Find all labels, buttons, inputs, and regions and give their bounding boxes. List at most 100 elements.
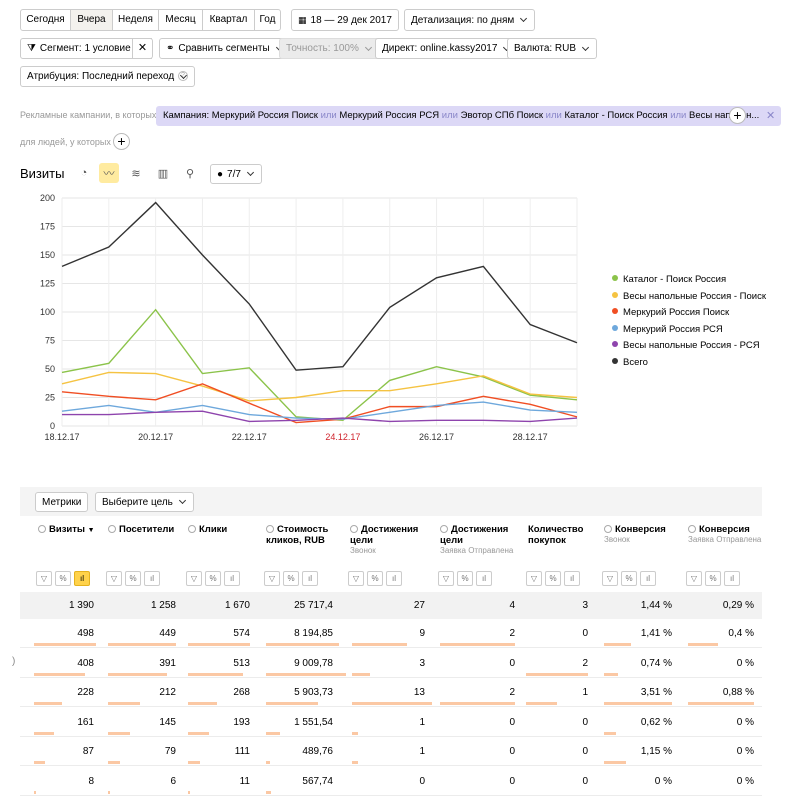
- help-icon[interactable]: [604, 525, 612, 533]
- metrics-button[interactable]: Метрики: [35, 492, 89, 512]
- currency-dropdown[interactable]: Валюта: RUB: [507, 38, 598, 59]
- legend-item[interactable]: Всего: [612, 357, 648, 368]
- clear-segment-button[interactable]: ✕: [132, 38, 153, 59]
- add-people-condition-button[interactable]: +: [113, 133, 130, 150]
- legend-item[interactable]: Весы напольные Россия - Поиск: [612, 291, 766, 302]
- column-header-0[interactable]: Визиты ▼: [38, 524, 104, 536]
- series-count-dropdown[interactable]: ● 7/7: [210, 164, 262, 184]
- column-header-8[interactable]: Конверсия Заявка Отправлена: [688, 524, 762, 545]
- compare-segments-dropdown[interactable]: ⚭ Сравнить сегменты: [159, 38, 291, 59]
- filter-icon[interactable]: ▽: [602, 571, 618, 586]
- help-icon[interactable]: [38, 525, 46, 533]
- filter-icon[interactable]: ▽: [348, 571, 364, 586]
- help-icon[interactable]: [440, 525, 448, 533]
- percent-icon[interactable]: %: [367, 571, 383, 586]
- filter-icon[interactable]: ▽: [438, 571, 454, 586]
- period-1-button[interactable]: Вчера: [70, 9, 113, 31]
- help-icon[interactable]: [266, 525, 274, 533]
- goal-dropdown[interactable]: Выберите цель: [95, 492, 194, 512]
- bars-icon[interactable]: ıl: [640, 571, 656, 586]
- chip-close-icon[interactable]: ✕: [766, 110, 776, 122]
- campaign-chip[interactable]: Кампания: Меркурий Россия Поиск или Мерк…: [156, 106, 782, 126]
- value-bar: [188, 761, 200, 764]
- legend-item[interactable]: Меркурий Россия Поиск: [612, 307, 729, 318]
- x-tick-label: 18.12.17: [44, 432, 79, 442]
- bars-icon[interactable]: ıl: [724, 571, 740, 586]
- filter-icon[interactable]: ▽: [686, 571, 702, 586]
- value-bar: [266, 790, 272, 794]
- legend-dot-icon: [612, 341, 618, 347]
- percent-icon[interactable]: %: [545, 571, 561, 586]
- value-bar: [108, 790, 110, 794]
- table-cell: 2: [509, 687, 515, 698]
- column-header-3[interactable]: Стоимость кликов, RUB: [266, 524, 344, 546]
- percent-icon[interactable]: %: [283, 571, 299, 586]
- column-subheader: Звонок: [604, 535, 630, 544]
- help-icon[interactable]: ?: [178, 71, 188, 81]
- series-line-0[interactable]: [61, 308, 578, 422]
- help-icon[interactable]: [350, 525, 358, 533]
- table-cell: 212: [159, 687, 176, 698]
- table-cell: 8 194,85: [294, 628, 333, 639]
- filter-icon[interactable]: ▽: [36, 571, 52, 586]
- bars-icon[interactable]: ıl: [386, 571, 402, 586]
- help-icon[interactable]: [688, 525, 696, 533]
- column-header-5[interactable]: Достижения цели Заявка Отправлена: [440, 524, 525, 556]
- series-line-5[interactable]: [61, 201, 578, 371]
- percent-icon[interactable]: %: [705, 571, 721, 586]
- series-line-3[interactable]: [61, 401, 578, 420]
- filter-icon[interactable]: ▽: [526, 571, 542, 586]
- series-line-4[interactable]: [62, 410, 578, 423]
- column-header-label: Количество покупок: [528, 524, 584, 546]
- table-cell: 3,51 %: [640, 687, 672, 698]
- filter-icon[interactable]: ▽: [186, 571, 202, 586]
- bars-icon[interactable]: ıl: [224, 571, 240, 586]
- series-line-1[interactable]: [61, 371, 578, 402]
- period-2-button[interactable]: Неделя: [112, 9, 159, 31]
- accuracy-dropdown[interactable]: Точность: 100%: [279, 38, 380, 59]
- date-range-button[interactable]: ▦ 18 — 29 дек 2017: [291, 9, 399, 31]
- filter-icon[interactable]: ▽: [264, 571, 280, 586]
- legend-dot-icon: [612, 308, 618, 314]
- legend-item[interactable]: Весы напольные Россия - РСЯ: [612, 340, 760, 351]
- help-icon[interactable]: [188, 525, 196, 533]
- sort-desc-icon[interactable]: ▼: [87, 527, 95, 534]
- x-tick-label: 26.12.17: [419, 432, 454, 442]
- help-icon[interactable]: [108, 525, 116, 533]
- period-5-button[interactable]: Год: [254, 9, 281, 31]
- column-header-7[interactable]: Конверсия Звонок: [604, 524, 684, 545]
- bars-icon[interactable]: ıl: [476, 571, 492, 586]
- line-chart-icon[interactable]: 〰: [99, 163, 119, 183]
- column-header-2[interactable]: Клики: [188, 524, 258, 535]
- bars-icon[interactable]: ıl: [302, 571, 318, 586]
- bar-chart-icon[interactable]: ▥: [157, 167, 169, 180]
- add-campaign-condition-button[interactable]: +: [729, 107, 746, 124]
- period-4-button[interactable]: Квартал: [202, 9, 255, 31]
- value-bar: [352, 761, 359, 764]
- column-header-4[interactable]: Достижения цели Звонок: [350, 524, 435, 556]
- pie-chart-icon[interactable]: ◔: [80, 167, 88, 179]
- filter-icon[interactable]: ▽: [106, 571, 122, 586]
- legend-item[interactable]: Каталог - Поиск Россия: [612, 274, 726, 285]
- series-line-2[interactable]: [61, 383, 578, 424]
- bars-icon[interactable]: ıl: [144, 571, 160, 586]
- segment-dropdown[interactable]: ⧩ Сегмент: 1 условие: [20, 38, 152, 59]
- area-chart-icon[interactable]: ≋: [131, 167, 141, 180]
- percent-icon[interactable]: %: [621, 571, 637, 586]
- bars-icon[interactable]: ıl: [564, 571, 580, 586]
- map-pin-icon[interactable]: ⚲: [185, 167, 195, 180]
- percent-icon[interactable]: %: [457, 571, 473, 586]
- attribution-dropdown[interactable]: Атрибуция: Последний переход: [20, 66, 196, 87]
- column-header-1[interactable]: Посетители: [108, 524, 183, 535]
- percent-icon[interactable]: %: [205, 571, 221, 586]
- legend-item[interactable]: Меркурий Россия РСЯ: [612, 324, 723, 335]
- bars-icon[interactable]: ıl: [74, 571, 90, 586]
- period-3-button[interactable]: Месяц: [158, 9, 203, 31]
- percent-icon[interactable]: %: [125, 571, 141, 586]
- detail-dropdown[interactable]: Детализация: по дням: [404, 9, 536, 31]
- percent-icon[interactable]: %: [55, 571, 71, 586]
- table-cell: 8: [88, 775, 94, 787]
- period-0-button[interactable]: Сегодня: [20, 9, 71, 31]
- column-header-6[interactable]: Количество покупок: [528, 524, 598, 546]
- direct-dropdown[interactable]: Директ: online.kassy2017: [375, 38, 519, 59]
